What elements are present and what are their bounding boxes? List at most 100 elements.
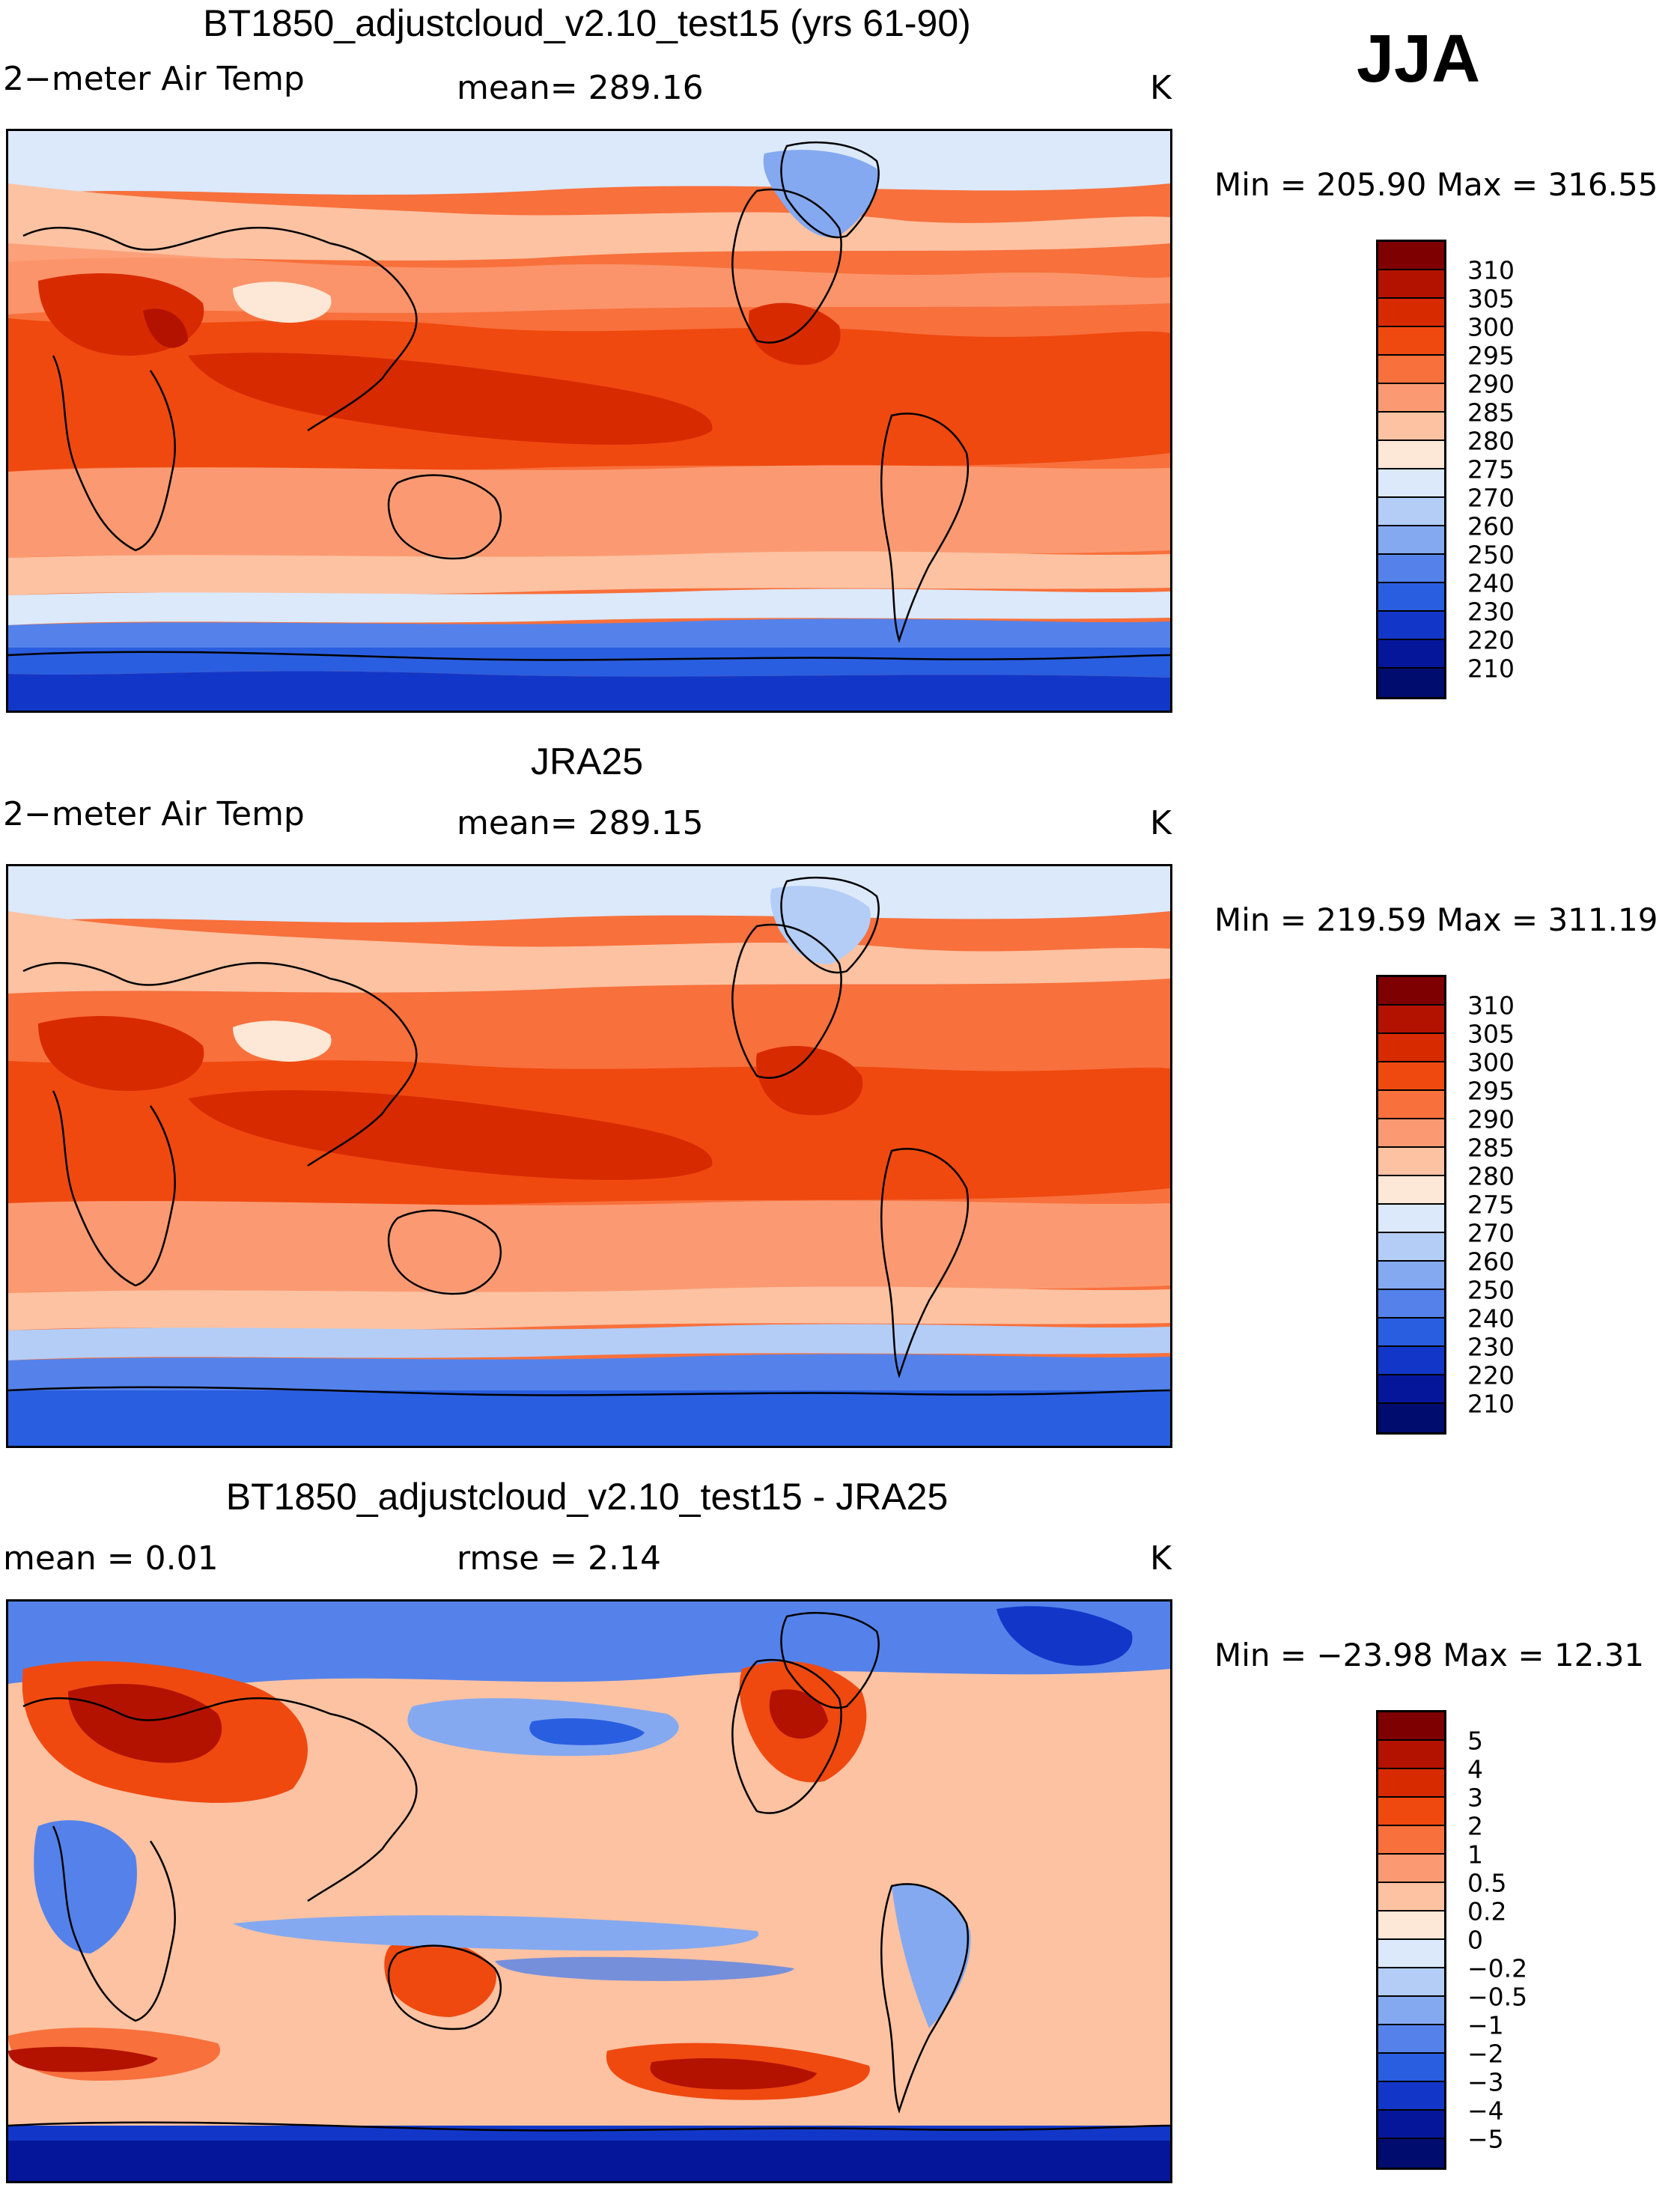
colorbar-swatch	[1378, 669, 1444, 697]
colorbar-swatch	[1378, 2054, 1444, 2082]
colorbar-tick-label: 270	[1467, 483, 1515, 513]
colorbar-tick-label: 305	[1467, 284, 1515, 314]
colorbar-swatch	[1378, 1741, 1444, 1769]
colorbar-swatch	[1378, 2111, 1444, 2139]
colorbar-tick-label: 300	[1467, 312, 1515, 342]
colorbar-tick-label: 3	[1467, 1783, 1483, 1813]
colorbar-tick-label: −4	[1467, 2096, 1504, 2126]
variable-label: 2−meter Air Temp	[3, 60, 305, 98]
difference-map	[6, 1599, 1172, 2183]
colorbar-swatch	[1378, 498, 1444, 526]
panel-title: BT1850_adjustcloud_v2.10_test15 - JRA25	[225, 1476, 949, 1518]
colorbar-tick-label: 270	[1467, 1218, 1515, 1248]
colorbar-swatch	[1378, 1855, 1444, 1883]
temperature-map	[6, 129, 1172, 713]
colorbar-tick-label: 220	[1467, 625, 1515, 655]
colorbar-swatches	[1378, 242, 1444, 697]
colorbar-swatch	[1378, 1091, 1444, 1119]
colorbar-swatch	[1378, 469, 1444, 498]
minmax-label: Min = 219.59 Max = 311.19	[1214, 901, 1658, 938]
colorbar-tick-label: −2	[1467, 2039, 1504, 2069]
colorbar-tick-label: 280	[1467, 1161, 1515, 1191]
colorbar-swatch	[1378, 1940, 1444, 1968]
colorbar-swatch	[1378, 1233, 1444, 1262]
colorbar-tick-label: 250	[1467, 1275, 1515, 1305]
colorbar-tick-label: 250	[1467, 540, 1515, 570]
panel-title: BT1850_adjustcloud_v2.10_test15 (yrs 61-…	[203, 2, 971, 44]
colorbar	[1376, 975, 1446, 1435]
mean-label: mean= 289.16	[457, 69, 704, 107]
colorbar-tick-label: 290	[1467, 1104, 1515, 1134]
colorbar-tick-label: 220	[1467, 1360, 1515, 1390]
colorbar	[1376, 1710, 1446, 2170]
colorbar-swatch	[1378, 1290, 1444, 1318]
colorbar-tick-label: 240	[1467, 568, 1515, 598]
season-label: JJA	[1357, 22, 1481, 97]
colorbar-tick-label: 260	[1467, 511, 1515, 541]
colorbar	[1376, 240, 1446, 699]
colorbar-swatch	[1378, 1318, 1444, 1347]
units-label: K	[1150, 69, 1172, 107]
colorbar-tick-label: 295	[1467, 341, 1515, 371]
colorbar-tick-label: 280	[1467, 426, 1515, 456]
colorbar-tick-label: 260	[1467, 1247, 1515, 1277]
colorbar-swatch	[1378, 1062, 1444, 1091]
colorbar-tick-label: 230	[1467, 1332, 1515, 1362]
colorbar-swatches	[1378, 1712, 1444, 2168]
colorbar-tick-label: 290	[1467, 369, 1515, 399]
colorbar-tick-label: 285	[1467, 1133, 1515, 1163]
colorbar-swatch	[1378, 1034, 1444, 1062]
colorbar-swatch	[1378, 1404, 1444, 1432]
units-label: K	[1150, 1539, 1172, 1578]
colorbar-tick-label: 0	[1467, 1925, 1483, 1955]
colorbar-tick-label: 305	[1467, 1019, 1515, 1049]
colorbar-tick-label: 5	[1467, 1726, 1483, 1756]
colorbar-swatch	[1378, 299, 1444, 327]
colorbar-swatch	[1378, 413, 1444, 441]
colorbar-swatch	[1378, 977, 1444, 1006]
colorbar-swatch	[1378, 612, 1444, 640]
colorbar-tick-label: 230	[1467, 597, 1515, 627]
colorbar-swatch	[1378, 1262, 1444, 1290]
colorbar-swatch	[1378, 242, 1444, 270]
colorbar-swatch	[1378, 1911, 1444, 1940]
colorbar-swatch	[1378, 441, 1444, 469]
colorbar-swatch	[1378, 1826, 1444, 1855]
colorbar-swatch	[1378, 1997, 1444, 2025]
colorbar-swatch	[1378, 327, 1444, 356]
units-label: K	[1150, 804, 1172, 842]
colorbar-tick-label: 210	[1467, 1389, 1515, 1419]
colorbar-swatch	[1378, 1205, 1444, 1233]
minmax-label: Min = 205.90 Max = 316.55	[1214, 166, 1658, 203]
colorbar-tick-label: −0.2	[1467, 1953, 1528, 1983]
colorbar-swatch	[1378, 1798, 1444, 1826]
rmse-label: rmse = 2.14	[457, 1539, 661, 1578]
colorbar-tick-label: 1	[1467, 1840, 1483, 1870]
colorbar-tick-label: −0.5	[1467, 1982, 1528, 2012]
colorbar-swatch	[1378, 1968, 1444, 1997]
colorbar-swatch	[1378, 1176, 1444, 1205]
diff-mean-label: mean = 0.01	[3, 1539, 219, 1578]
colorbar-swatch	[1378, 270, 1444, 299]
colorbar-swatch	[1378, 356, 1444, 384]
colorbar-swatches	[1378, 977, 1444, 1432]
panel-title: JRA25	[530, 740, 644, 782]
colorbar-swatch	[1378, 2082, 1444, 2111]
mean-label: mean= 289.15	[457, 804, 704, 842]
variable-label: 2−meter Air Temp	[3, 795, 305, 833]
temperature-map	[6, 864, 1172, 1448]
colorbar-tick-label: 295	[1467, 1076, 1515, 1106]
colorbar-tick-label: −1	[1467, 2010, 1504, 2040]
colorbar-tick-label: 275	[1467, 454, 1515, 484]
colorbar-tick-label: 2	[1467, 1811, 1483, 1841]
minmax-label: Min = −23.98 Max = 12.31	[1214, 1637, 1645, 1673]
colorbar-tick-label: 210	[1467, 654, 1515, 684]
colorbar-swatch	[1378, 2139, 1444, 2168]
colorbar-swatch	[1378, 1883, 1444, 1911]
colorbar-tick-label: 240	[1467, 1304, 1515, 1333]
colorbar-tick-label: −5	[1467, 2124, 1504, 2154]
colorbar-tick-label: 0.5	[1467, 1868, 1507, 1898]
colorbar-tick-label: −3	[1467, 2067, 1504, 2097]
colorbar-tick-label: 275	[1467, 1190, 1515, 1220]
colorbar-swatch	[1378, 1148, 1444, 1176]
